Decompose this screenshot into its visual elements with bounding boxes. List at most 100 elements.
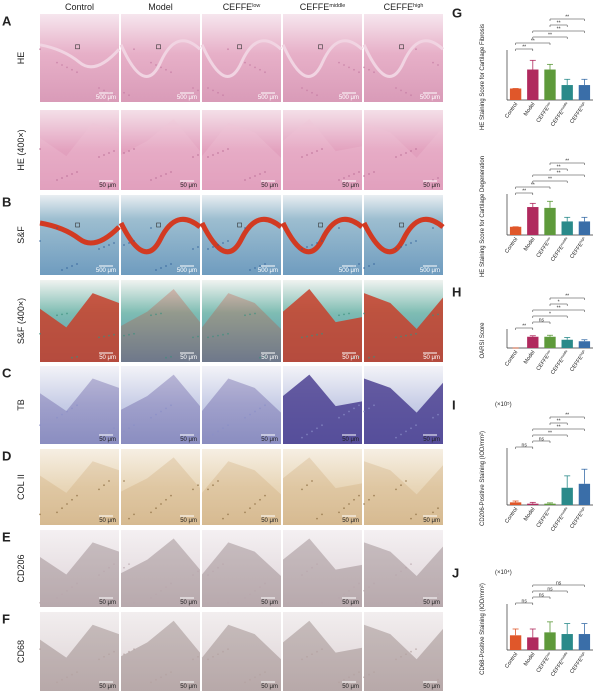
cell (123, 653, 125, 656)
cell (316, 150, 318, 152)
x-tick-label: CEFFEmiddle (549, 506, 571, 533)
cell (343, 313, 345, 316)
tissue-layer (40, 293, 119, 362)
significance-label: ns (522, 443, 528, 449)
scale-bar-label: 50 μm (180, 600, 197, 606)
cell (192, 658, 194, 661)
scale-bar-label: 50 μm (423, 437, 440, 443)
panel-letter: I (452, 398, 456, 413)
y-axis-title: CD206-Positive Staining (IOD/mm²) (480, 431, 486, 526)
significance-bracket (549, 24, 568, 27)
cell (363, 312, 365, 315)
cell (217, 566, 219, 569)
cell (306, 335, 308, 338)
cell (249, 313, 251, 316)
cell (415, 148, 417, 150)
cell (150, 597, 152, 599)
cell (264, 582, 266, 585)
cell (207, 156, 209, 158)
cell (405, 430, 407, 433)
cell (103, 154, 105, 156)
cell (249, 507, 251, 510)
cell (338, 227, 340, 229)
bar (578, 483, 591, 505)
cell (301, 488, 303, 491)
inset-box (156, 44, 161, 50)
micrograph (202, 110, 281, 190)
tissue-layer (202, 624, 281, 691)
cell (217, 152, 219, 154)
bar (561, 221, 573, 235)
scale-bar-label: 50 μm (99, 518, 116, 524)
cell (306, 246, 308, 248)
cell (395, 436, 397, 439)
significance-bracket (532, 309, 585, 312)
cell (373, 494, 375, 497)
cell (170, 582, 172, 585)
scale-bar-label: 50 μm (342, 600, 359, 606)
significance-label: ** (557, 171, 561, 177)
scale-bar-label: 50 μm (342, 183, 359, 189)
tissue-layer (283, 374, 362, 444)
x-tick-label-sup: middle (560, 236, 569, 246)
cell (160, 410, 162, 413)
cell (343, 64, 345, 66)
bar (578, 634, 591, 650)
cell (373, 671, 375, 674)
micrograph (364, 14, 443, 102)
cell (192, 488, 194, 491)
x-tick-label-sup: middle (560, 651, 569, 661)
cell (410, 517, 412, 520)
cell (103, 335, 105, 338)
cell (76, 263, 78, 265)
significance-label: ** (565, 413, 569, 419)
cell (395, 488, 397, 491)
scale-bar-label: 50 μm (342, 355, 359, 361)
cell (321, 332, 323, 335)
column-header-sup: high (413, 3, 423, 9)
cell (264, 494, 266, 497)
bar (527, 503, 539, 505)
cell (373, 263, 375, 265)
row-label: CD68 (16, 640, 26, 663)
cell (249, 593, 251, 596)
cell (259, 68, 261, 71)
micrograph (364, 530, 443, 607)
cell (415, 513, 417, 516)
cell (103, 655, 105, 658)
cell (301, 336, 303, 339)
cell (123, 430, 125, 433)
significance-label: ns (547, 587, 553, 593)
bar (544, 207, 556, 235)
cell (61, 507, 63, 510)
cell (363, 676, 365, 679)
micrograph (364, 110, 443, 190)
cell (155, 413, 157, 416)
x-tick-label-sup: high (579, 506, 586, 514)
bar (578, 85, 591, 100)
significance-bracket (515, 327, 534, 330)
x-tick-label-sup: low (545, 236, 551, 243)
cell (76, 404, 78, 407)
cell (128, 563, 130, 565)
scale-bar-label: 50 μm (261, 518, 278, 524)
cell (405, 334, 407, 337)
micrograph (121, 530, 200, 607)
bar (578, 341, 591, 348)
cell (311, 430, 313, 433)
cell (400, 655, 402, 658)
cell (415, 601, 417, 604)
cell (432, 61, 434, 64)
cell (358, 171, 360, 173)
cell (66, 267, 68, 269)
cell (165, 673, 167, 676)
cell (405, 244, 407, 246)
cell (437, 593, 439, 596)
cell (128, 650, 130, 653)
cell (222, 427, 224, 430)
cell (56, 681, 58, 684)
cell (368, 356, 370, 359)
cell (207, 574, 209, 576)
cell (66, 676, 68, 679)
x-tick-label-sup: low (545, 101, 551, 108)
